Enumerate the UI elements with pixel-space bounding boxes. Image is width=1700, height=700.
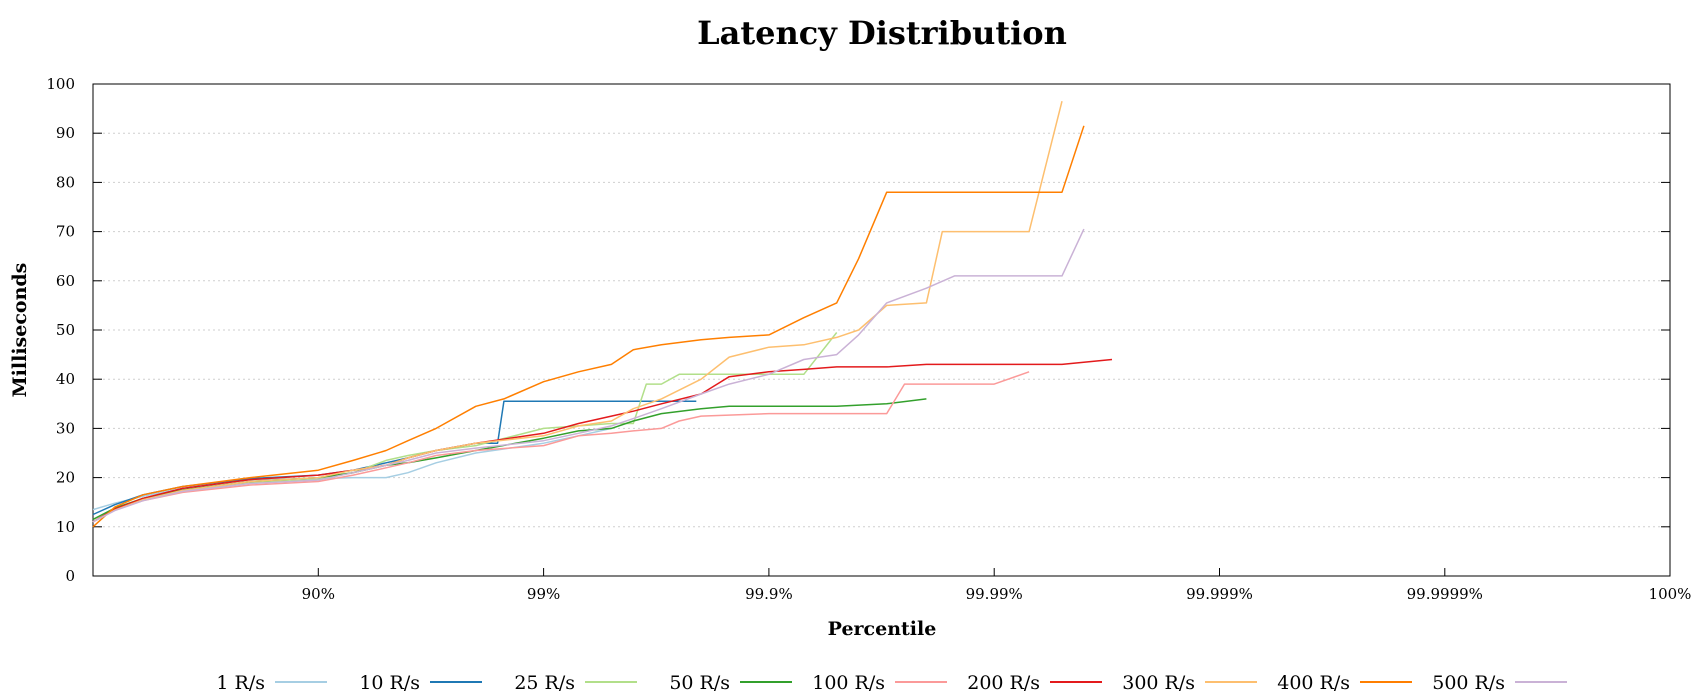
y-axis-label: Milliseconds bbox=[9, 263, 31, 398]
series-line-4 bbox=[92, 371, 1030, 523]
y-tick-label: 90 bbox=[56, 124, 75, 142]
x-tick-label: 99.9% bbox=[745, 585, 793, 603]
legend-label: 10 R/s bbox=[359, 672, 420, 694]
y-tick-label: 70 bbox=[56, 223, 75, 241]
legend: 1 R/s 10 R/s 25 R/s 50 R/s 100 R/s 200 R/s 300… bbox=[216, 672, 1567, 694]
series-line-7 bbox=[92, 125, 1085, 528]
y-tick-label: 50 bbox=[56, 321, 75, 339]
x-axis: 90% 99% 99.9% 99.99% 99.999% 99.9999% 100% bbox=[302, 568, 1692, 603]
x-tick-label: 90% bbox=[302, 585, 335, 603]
series-line-6 bbox=[92, 101, 1063, 523]
y-tick-label: 30 bbox=[56, 419, 75, 437]
legend-label: 25 R/s bbox=[514, 672, 575, 694]
y-tick-label: 40 bbox=[56, 370, 75, 388]
x-tick-label: 100% bbox=[1649, 585, 1692, 603]
legend-label: 500 R/s bbox=[1432, 672, 1505, 694]
y-axis: 0 10 20 30 40 50 60 70 80 90 100 bbox=[46, 75, 1670, 585]
legend-label: 50 R/s bbox=[669, 672, 730, 694]
series-line-0 bbox=[92, 427, 612, 511]
y-tick-label: 0 bbox=[65, 567, 75, 585]
series-line-5 bbox=[92, 358, 1113, 523]
series-line-3 bbox=[92, 398, 927, 521]
x-tick-label: 99.9999% bbox=[1407, 585, 1483, 603]
y-tick-label: 20 bbox=[56, 469, 75, 487]
legend-label: 200 R/s bbox=[967, 672, 1040, 694]
x-tick-label: 99% bbox=[527, 585, 560, 603]
x-tick-label: 99.99% bbox=[966, 585, 1023, 603]
y-tick-label: 80 bbox=[56, 173, 75, 191]
y-tick-label: 60 bbox=[56, 272, 75, 290]
legend-label: 400 R/s bbox=[1277, 672, 1350, 694]
legend-label: 300 R/s bbox=[1122, 672, 1195, 694]
y-tick-label: 100 bbox=[46, 75, 75, 93]
x-axis-label: Percentile bbox=[828, 618, 937, 640]
legend-label: 1 R/s bbox=[216, 672, 265, 694]
series-line-8 bbox=[92, 228, 1085, 523]
y-tick-label: 10 bbox=[56, 518, 75, 536]
legend-label: 100 R/s bbox=[812, 672, 885, 694]
series-lines bbox=[92, 101, 1113, 528]
x-tick-label: 99.999% bbox=[1186, 585, 1253, 603]
chart-title: Latency Distribution bbox=[697, 14, 1067, 52]
